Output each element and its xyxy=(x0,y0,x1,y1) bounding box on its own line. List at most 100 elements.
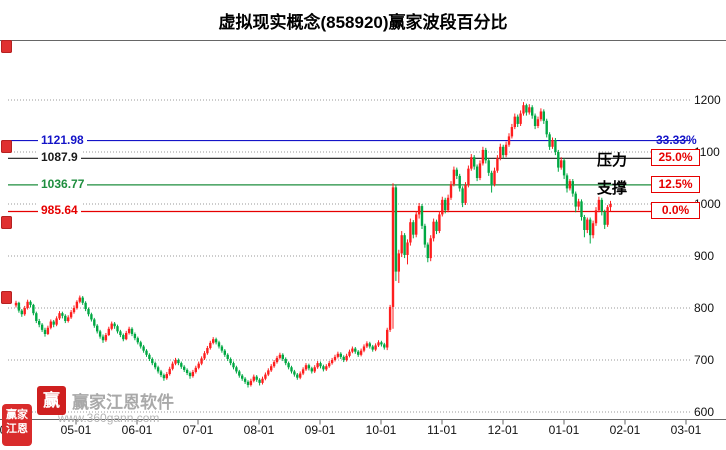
candle xyxy=(351,348,354,352)
candle xyxy=(589,219,592,236)
red-seal-logo: 赢家 江恩 xyxy=(2,404,32,446)
candle xyxy=(278,354,282,358)
watermark-brand: 赢家江恩软件 xyxy=(72,393,174,412)
candle xyxy=(499,146,502,159)
candle xyxy=(194,367,197,372)
candle xyxy=(400,235,403,254)
candle xyxy=(557,152,560,168)
candle xyxy=(304,365,308,370)
candle xyxy=(81,297,84,303)
candle xyxy=(296,374,299,378)
candle xyxy=(354,348,357,352)
candle xyxy=(177,360,180,364)
candle xyxy=(136,338,139,343)
candle xyxy=(330,360,334,364)
candle xyxy=(226,354,229,359)
candle xyxy=(180,363,183,367)
candle xyxy=(96,325,99,332)
candle xyxy=(475,166,479,178)
candle xyxy=(101,336,105,341)
brand-logo-icon: 赢 xyxy=(37,386,66,415)
candle xyxy=(200,358,203,364)
candle xyxy=(464,185,467,203)
candle xyxy=(275,357,279,363)
candle xyxy=(185,369,189,373)
candle xyxy=(55,318,58,325)
candle xyxy=(594,210,598,224)
candle xyxy=(406,242,409,255)
candle xyxy=(536,119,540,126)
candle xyxy=(110,323,113,329)
candle xyxy=(397,253,400,272)
candle xyxy=(446,197,450,211)
candle xyxy=(348,351,351,356)
candle xyxy=(516,116,519,124)
candle xyxy=(560,160,563,168)
candle xyxy=(162,375,166,379)
candle xyxy=(90,314,93,320)
candle xyxy=(183,366,186,370)
candle xyxy=(435,221,438,232)
candle xyxy=(586,219,589,230)
candle xyxy=(64,315,67,321)
candle xyxy=(116,326,119,332)
candle xyxy=(577,201,580,207)
candle xyxy=(571,181,574,194)
candle xyxy=(519,113,522,124)
candle xyxy=(507,136,511,145)
candle xyxy=(87,309,90,315)
candle xyxy=(525,105,528,113)
candle xyxy=(171,363,174,369)
candle xyxy=(75,301,79,308)
candle xyxy=(458,175,461,189)
candle xyxy=(113,323,116,327)
candle xyxy=(69,312,73,318)
candle xyxy=(597,199,601,211)
candle xyxy=(174,360,177,364)
candle xyxy=(272,362,276,367)
candle xyxy=(478,163,482,178)
chart-title: 虚拟现实概念(858920)赢家波段百分比 xyxy=(218,13,508,32)
candle xyxy=(432,221,435,239)
candle xyxy=(531,107,534,116)
candle xyxy=(252,376,255,381)
candle xyxy=(565,175,569,189)
candle xyxy=(481,149,485,164)
candle xyxy=(444,199,447,211)
candle xyxy=(107,328,110,336)
candle xyxy=(133,334,137,339)
candle xyxy=(316,363,319,368)
candle xyxy=(258,379,261,383)
candle xyxy=(35,313,38,321)
candle xyxy=(127,328,131,333)
candle xyxy=(151,358,154,364)
candle xyxy=(203,353,206,359)
candle xyxy=(562,160,566,176)
candle xyxy=(270,366,273,371)
candle xyxy=(40,324,44,330)
candle xyxy=(284,358,287,364)
candle xyxy=(98,331,102,337)
candle xyxy=(232,363,235,368)
candle xyxy=(461,188,464,203)
candle xyxy=(159,371,163,376)
candle xyxy=(130,328,134,334)
candle xyxy=(502,146,505,156)
candle xyxy=(441,199,444,215)
candle xyxy=(583,217,586,230)
candle xyxy=(49,321,52,328)
candle xyxy=(104,335,108,341)
candle xyxy=(568,181,572,189)
resistance-label: 压力 xyxy=(597,152,628,169)
candle xyxy=(154,363,157,368)
candle xyxy=(345,355,348,360)
candle xyxy=(484,149,487,161)
candle xyxy=(394,187,398,272)
candle xyxy=(17,302,21,311)
candle xyxy=(267,370,270,375)
candle xyxy=(542,111,545,121)
candle xyxy=(191,371,195,377)
candle xyxy=(496,158,499,171)
candle xyxy=(548,134,551,147)
